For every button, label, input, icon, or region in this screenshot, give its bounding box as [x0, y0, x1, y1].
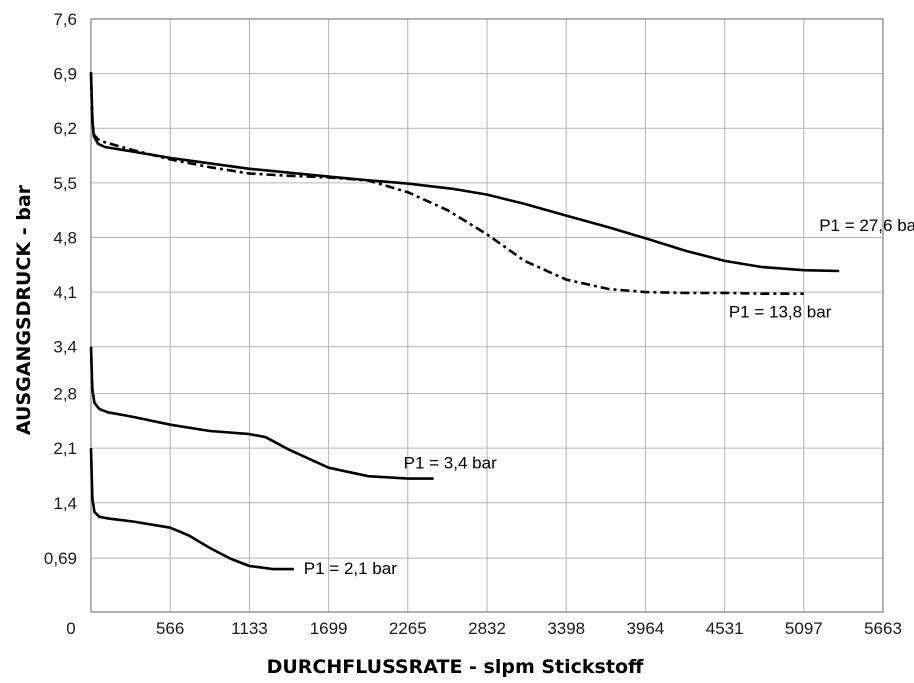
x-tick-label: 566 — [156, 619, 184, 638]
y-tick-label: 3,4 — [53, 338, 77, 357]
y-tick-label: 4,8 — [53, 228, 77, 247]
x-tick-label: 1699 — [310, 619, 348, 638]
y-tick-label: 2,8 — [53, 385, 77, 404]
x-tick-label: 3398 — [547, 619, 585, 638]
x-tick-label: 4531 — [706, 619, 744, 638]
y-tick-label: 2,1 — [53, 439, 77, 458]
x-axis-title: DURCHFLUSSRATE - slpm Stickstoff — [267, 656, 644, 678]
series-line-1 — [89, 72, 840, 273]
y-tick-label: 4,1 — [53, 283, 77, 302]
x-tick-label: 5097 — [785, 619, 823, 638]
x-tick-label: 5663 — [864, 619, 902, 638]
x-tick-label: 3964 — [626, 619, 664, 638]
x-tick-label: 2265 — [389, 619, 427, 638]
series-line-2 — [89, 73, 804, 295]
y-axis-title: AUSGANGSDRUCK - bar — [13, 184, 35, 435]
y-tick-label: 6,9 — [53, 65, 77, 84]
series-label-3: P1 = 3,4 bar — [404, 454, 497, 473]
series-label-1: P1 = 27,6 bar — [819, 216, 914, 235]
y-tick-label: 6,2 — [53, 119, 77, 138]
plot-area-frame — [90, 18, 884, 613]
y-tick-label: 7,6 — [53, 10, 77, 29]
series-labels: P1 = 27,6 bar P1 = 13,8 bar P1 = 3,4 bar P1… — [304, 216, 914, 578]
y-tick-label: 0,69 — [44, 549, 77, 568]
series-label-2: P1 = 13,8 bar — [729, 303, 832, 322]
series-line-4 — [89, 448, 294, 571]
y-tick-label: 1,4 — [53, 494, 77, 513]
x-tick-label: 1133 — [231, 619, 268, 638]
x-tick-labels: 0 566 1133 1699 2265 2832 3398 3964 4531 5097 5663 — [66, 619, 902, 638]
x-tick-label: 2832 — [468, 619, 506, 638]
gridlines — [91, 19, 883, 612]
series-layer — [89, 72, 840, 571]
x-tick-label: 0 — [66, 619, 75, 638]
series-line-3 — [89, 346, 434, 480]
series-label-4: P1 = 2,1 bar — [304, 559, 397, 578]
y-tick-labels: 0,69 1,4 2,1 2,8 3,4 4,1 4,8 5,5 6,2 6,9 7,6 — [44, 10, 77, 568]
y-tick-label: 5,5 — [53, 174, 77, 193]
